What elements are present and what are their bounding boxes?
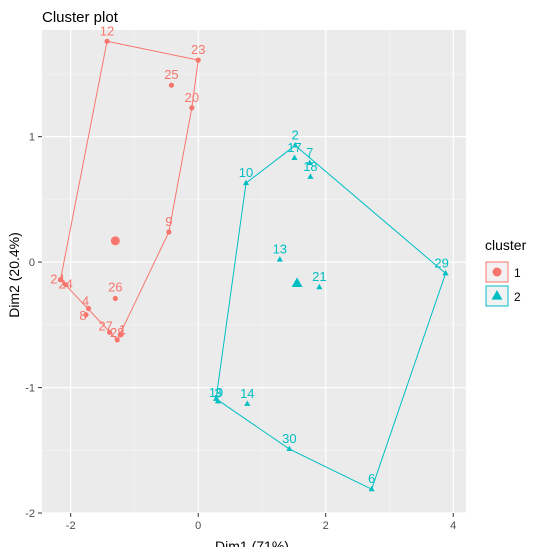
point-label: 25 [164, 67, 178, 82]
legend-label: 2 [514, 290, 521, 304]
point-label: 8 [79, 308, 86, 323]
data-point [214, 397, 222, 404]
cluster-centroid [110, 236, 120, 246]
legend-symbol [491, 290, 503, 300]
data-point [166, 229, 172, 235]
point-label: 3 [214, 385, 221, 400]
point-label: 2 [292, 127, 299, 142]
legend-title: cluster [485, 237, 527, 253]
point-label: 19 [209, 385, 223, 400]
data-point [316, 283, 323, 290]
data-point [286, 445, 293, 452]
point-label: 14 [240, 386, 254, 401]
plot-panel [42, 30, 466, 513]
point-label: 18 [303, 159, 317, 174]
point-label: 30 [282, 431, 296, 446]
axes: -2 0 2 4-2-101 [25, 132, 456, 532]
point-label: 20 [185, 90, 199, 105]
cluster-centroid [291, 277, 303, 288]
point-label: 29 [434, 255, 448, 270]
x-tick-label: 0 [195, 520, 201, 532]
data-point [189, 105, 195, 111]
point-label: 6 [368, 471, 375, 486]
point-label: 26 [108, 279, 122, 294]
data-point [368, 485, 375, 492]
y-tick-label: 1 [29, 132, 35, 144]
data-point [244, 400, 251, 406]
y-axis-label: Dim2 (20.4%) [6, 232, 22, 318]
point-label: 27 [98, 318, 112, 333]
point-label: 21 [312, 269, 326, 284]
point-label: 28 [110, 325, 124, 340]
data-point [57, 277, 64, 283]
data-point [62, 282, 69, 288]
point-label: 24 [58, 277, 72, 292]
point-label: 9 [165, 214, 172, 229]
legend-symbol [492, 267, 502, 277]
data-point [242, 179, 250, 186]
data-point [106, 329, 113, 335]
y-tick-label: 0 [29, 257, 35, 269]
point-label: 23 [191, 42, 205, 57]
data-point [83, 312, 89, 318]
legend: cluster 1 2 [485, 237, 527, 307]
point-label: 12 [100, 23, 114, 38]
data-point [85, 305, 92, 312]
data-point [442, 269, 449, 276]
data-point [112, 295, 118, 302]
data-points [57, 38, 449, 492]
x-tick-label: 4 [450, 520, 456, 532]
y-tick-label: -2 [25, 508, 35, 520]
data-point [307, 173, 314, 179]
y-tick-label: -1 [25, 383, 35, 395]
data-point [168, 82, 175, 88]
x-tick-label: 2 [323, 520, 329, 532]
point-label: 13 [273, 242, 287, 257]
data-point [291, 154, 298, 161]
chart-title: Cluster plot [42, 9, 119, 26]
data-point [195, 57, 201, 63]
point-label: 4 [82, 294, 89, 309]
x-axis-label: Dim1 (71%) [215, 538, 289, 547]
point-label: 24 [50, 272, 64, 287]
data-point [306, 159, 313, 166]
point-label: 7 [306, 145, 313, 160]
point-label: 1 [119, 322, 126, 337]
point-label: 17 [287, 140, 301, 155]
grid-lines [42, 30, 466, 514]
data-point [292, 142, 299, 148]
data-point [117, 332, 124, 338]
x-tick-label: -2 [66, 520, 76, 532]
data-point [104, 38, 110, 44]
data-point [276, 256, 283, 262]
data-point [114, 337, 120, 343]
legend-label: 1 [514, 266, 521, 280]
point-label: 10 [239, 165, 253, 180]
